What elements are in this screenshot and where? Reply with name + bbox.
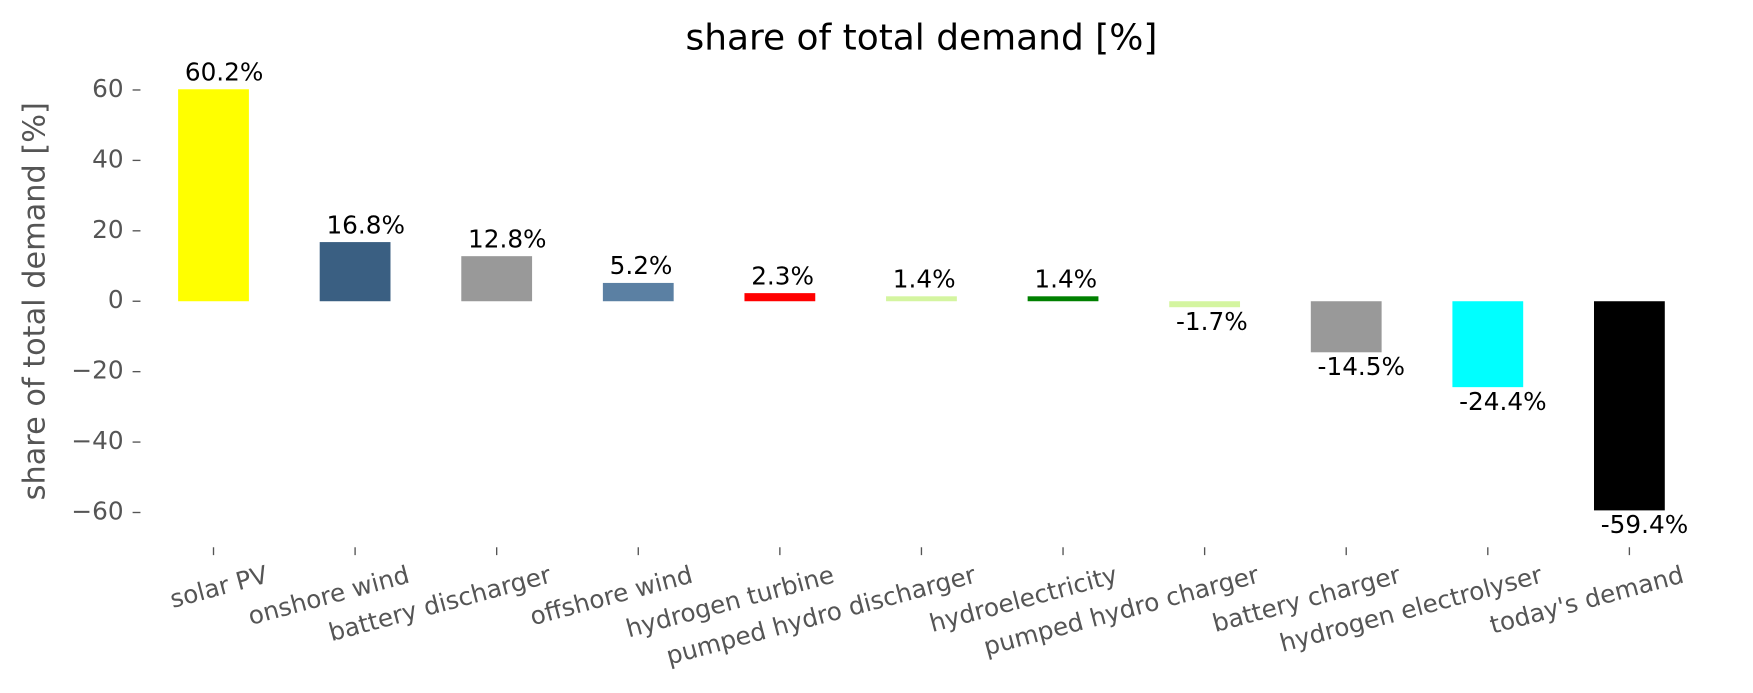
y-tick-label: 20 xyxy=(92,215,123,244)
value-label: 16.8% xyxy=(326,210,405,239)
value-label: 1.4% xyxy=(1034,265,1097,294)
y-axis-label: share of total demand [%] xyxy=(17,102,52,500)
bar xyxy=(1027,296,1099,302)
bar xyxy=(1452,301,1524,388)
value-label: -59.4% xyxy=(1601,510,1688,539)
bar xyxy=(1593,301,1665,511)
bar xyxy=(1310,301,1382,353)
y-tick-label: 40 xyxy=(92,144,123,173)
value-label: -14.5% xyxy=(1318,352,1405,381)
y-tick-label: −20 xyxy=(71,356,123,385)
value-label: 2.3% xyxy=(751,261,814,290)
bar xyxy=(744,293,816,302)
y-tick-label: −40 xyxy=(71,426,123,455)
y-tick-label: 60 xyxy=(92,74,123,103)
y-tick-label: 0 xyxy=(108,285,124,314)
bar xyxy=(178,89,249,302)
bar xyxy=(319,242,391,302)
value-label: -1.7% xyxy=(1176,307,1248,336)
chart-title: share of total demand [%] xyxy=(686,17,1158,58)
value-label: 60.2% xyxy=(185,58,264,87)
bar xyxy=(602,282,674,302)
y-tick-label: −60 xyxy=(71,496,123,525)
bar xyxy=(1169,301,1241,308)
value-label: 12.8% xyxy=(468,224,547,253)
bar xyxy=(886,296,957,302)
value-label: 5.2% xyxy=(610,251,673,280)
value-label: -24.4% xyxy=(1459,387,1546,416)
value-label: 1.4% xyxy=(893,265,956,294)
bar xyxy=(461,256,533,302)
